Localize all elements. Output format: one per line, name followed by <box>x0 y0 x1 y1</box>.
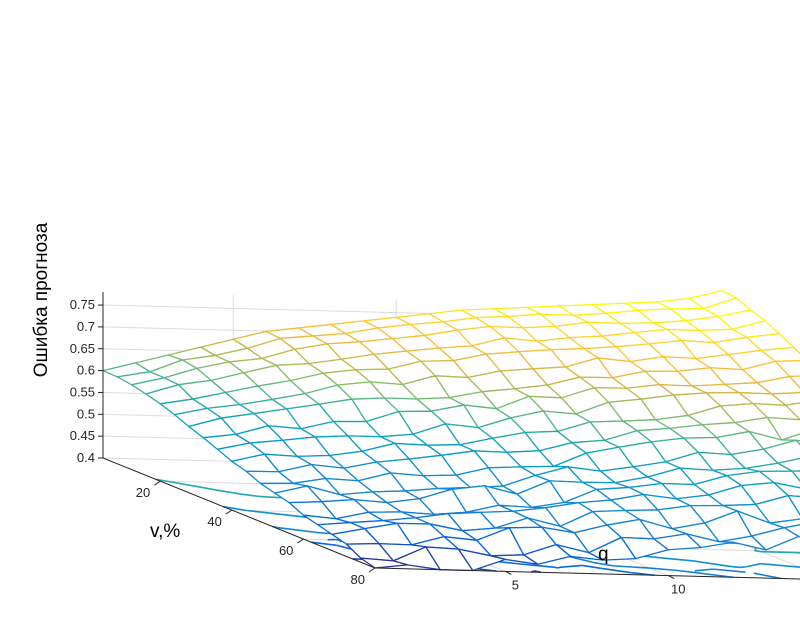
contour-segment <box>553 566 559 569</box>
contour-segment <box>240 493 260 498</box>
contour-segment <box>753 572 782 580</box>
contour-segment <box>269 512 310 519</box>
contour-segment <box>760 562 800 568</box>
x-tick-label: 40 <box>207 514 221 529</box>
contour-segment <box>516 562 555 569</box>
y-tick-mark <box>667 575 675 580</box>
z-tick-label: 0.6 <box>77 363 95 378</box>
contour-segment <box>652 556 680 561</box>
contour-segment <box>713 568 746 573</box>
contour-segment <box>754 549 762 553</box>
x-tick-labels: 20 40 60 80 <box>136 480 376 587</box>
contour-segment <box>649 567 677 572</box>
z-tick-label: 0.75 <box>70 297 95 312</box>
z-tick-label: 0.5 <box>77 406 95 421</box>
y-tick-mark <box>505 570 512 575</box>
contour-segment <box>338 539 342 543</box>
x-axis-label: v,% <box>150 521 180 542</box>
x-tick-label: 60 <box>279 543 293 558</box>
contour-segment <box>794 551 800 554</box>
contour-segment <box>613 565 650 569</box>
y-tick-label: 5 <box>512 577 519 592</box>
contour-segment <box>676 569 690 573</box>
z-tick-labels: 0.4 0.45 0.5 0.55 0.6 0.65 0.7 0.75 <box>70 297 103 465</box>
contour-segment <box>678 558 693 562</box>
z-tick-label: 0.7 <box>77 319 95 334</box>
contour-segment <box>601 567 631 574</box>
contour-segment <box>746 562 761 568</box>
x-tick-mark <box>225 509 233 515</box>
contour-segment <box>167 480 204 489</box>
x-tick-mark <box>297 538 304 544</box>
surface-mesh <box>102 289 800 572</box>
contour-segment <box>689 571 734 579</box>
contour-segment <box>223 505 247 512</box>
axes <box>102 291 800 580</box>
contour-segment <box>559 564 583 569</box>
contour-segment <box>729 565 740 569</box>
contour-segment <box>739 565 747 569</box>
contour-segment <box>310 541 337 547</box>
contour-segment <box>557 566 560 569</box>
y-tick-labels: 5101520 <box>505 570 685 597</box>
z-axis-label: Ошибка прогноза <box>31 222 52 377</box>
x-tick-label: 20 <box>136 485 150 500</box>
z-tick-label: 0.55 <box>70 384 95 399</box>
x-tick-mark <box>368 567 376 573</box>
contour-segment <box>692 560 730 568</box>
contour-segment <box>594 562 614 567</box>
x-tick-mark <box>153 480 161 486</box>
z-tick-label: 0.45 <box>70 428 95 443</box>
x-tick-label: 80 <box>351 572 365 587</box>
contour-segment <box>246 509 270 514</box>
contour-segment <box>203 486 211 490</box>
z-tick-label: 0.65 <box>70 341 95 356</box>
y-axis-label: q <box>598 544 609 565</box>
contour-segment <box>277 526 319 534</box>
z-tick-label: 0.4 <box>77 450 95 465</box>
contour-segment <box>761 550 795 554</box>
x-axis-line <box>102 457 376 569</box>
contour-segment <box>209 488 241 495</box>
y-axis-line <box>374 567 800 580</box>
contour-segment <box>582 564 602 570</box>
y-tick-label: 10 <box>671 582 685 597</box>
grid-line <box>374 567 800 580</box>
contour-segment <box>694 568 714 572</box>
surface-cell <box>360 557 409 569</box>
contour-segment <box>569 556 596 564</box>
